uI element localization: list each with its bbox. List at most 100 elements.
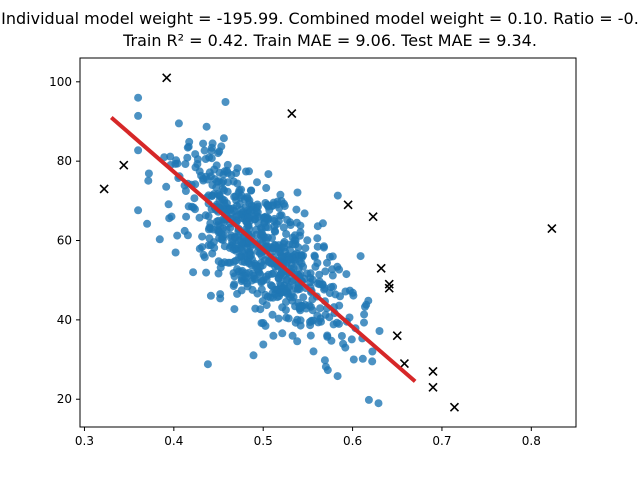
train-point bbox=[268, 269, 277, 278]
train-point bbox=[293, 188, 302, 197]
y-axis: 20 40 60 80 100 bbox=[49, 75, 80, 406]
train-point bbox=[318, 219, 327, 228]
train-point bbox=[183, 231, 192, 240]
train-point bbox=[185, 137, 194, 146]
train-point bbox=[360, 310, 369, 319]
train-point bbox=[198, 232, 207, 241]
train-point bbox=[286, 246, 294, 254]
train-point bbox=[134, 111, 143, 120]
train-point bbox=[230, 305, 239, 314]
train-point bbox=[232, 169, 241, 177]
test-point bbox=[449, 402, 460, 412]
train-point bbox=[144, 169, 153, 178]
train-point bbox=[262, 236, 271, 245]
train-point bbox=[321, 267, 330, 276]
train-point bbox=[256, 305, 265, 314]
train-point bbox=[320, 356, 329, 365]
chart-title-line-2: Train R² = 0.42. Train MAE = 9.06. Test … bbox=[122, 31, 537, 50]
train-point bbox=[190, 194, 199, 203]
train-point bbox=[214, 257, 223, 266]
train-point bbox=[204, 212, 213, 221]
train-point bbox=[333, 191, 342, 200]
train-point bbox=[134, 146, 143, 155]
train-point bbox=[214, 269, 223, 278]
train-point bbox=[215, 147, 224, 156]
test-point bbox=[119, 160, 129, 170]
train-point bbox=[247, 186, 256, 195]
train-point bbox=[276, 190, 285, 199]
train-point bbox=[335, 319, 343, 328]
train-point bbox=[310, 252, 319, 261]
train-point bbox=[144, 176, 153, 185]
train-point bbox=[315, 277, 324, 286]
train-point bbox=[247, 251, 255, 259]
train-point bbox=[214, 228, 223, 237]
train-point bbox=[171, 248, 180, 257]
test-point bbox=[392, 331, 402, 341]
train-point bbox=[243, 279, 252, 288]
train-point bbox=[328, 271, 337, 280]
fit-line-layer bbox=[109, 116, 417, 383]
train-point bbox=[337, 332, 346, 340]
train-point bbox=[327, 283, 335, 292]
train-point bbox=[362, 300, 371, 309]
train-point bbox=[244, 213, 253, 221]
train-point bbox=[203, 175, 212, 184]
train-point bbox=[286, 221, 295, 229]
train-point bbox=[205, 168, 214, 177]
plot-frame bbox=[79, 57, 577, 428]
train-point bbox=[339, 339, 348, 348]
train-point bbox=[207, 146, 216, 155]
train-point bbox=[225, 206, 234, 214]
train-point bbox=[231, 233, 240, 242]
train-point bbox=[336, 292, 344, 301]
train-point bbox=[313, 259, 322, 267]
train-point bbox=[297, 259, 306, 268]
train-point bbox=[323, 258, 331, 267]
train-point bbox=[375, 327, 384, 335]
train-point bbox=[201, 155, 210, 163]
train-point bbox=[230, 192, 239, 201]
train-point bbox=[165, 214, 174, 223]
train-point bbox=[223, 160, 232, 169]
train-point bbox=[349, 355, 358, 364]
train-point bbox=[220, 258, 229, 267]
train-point bbox=[282, 275, 291, 284]
train-point bbox=[280, 243, 288, 252]
train-point bbox=[212, 161, 221, 170]
train-point bbox=[134, 206, 143, 215]
train-point bbox=[203, 360, 212, 369]
y-tick-label: 40 bbox=[57, 313, 72, 327]
train-point bbox=[277, 251, 285, 260]
train-point bbox=[296, 316, 305, 325]
train-point bbox=[213, 177, 222, 186]
train-point bbox=[279, 223, 288, 232]
x-tick-label: 0.4 bbox=[164, 434, 183, 448]
test-point bbox=[376, 263, 386, 273]
train-point bbox=[264, 170, 273, 179]
y-tick-label: 100 bbox=[49, 75, 72, 89]
fit-line bbox=[109, 116, 417, 383]
train-point bbox=[173, 231, 182, 240]
train-point bbox=[241, 271, 250, 280]
test-point bbox=[287, 108, 297, 119]
train-point bbox=[191, 163, 200, 172]
train-point bbox=[208, 139, 217, 148]
train-point bbox=[321, 362, 330, 371]
train-point bbox=[273, 197, 282, 206]
train-point bbox=[335, 265, 344, 274]
train-point bbox=[204, 241, 213, 250]
train-point bbox=[294, 284, 303, 293]
train-point bbox=[292, 205, 301, 214]
train-point bbox=[303, 236, 312, 245]
train-point bbox=[269, 331, 278, 340]
train-point bbox=[278, 329, 287, 338]
train-point bbox=[172, 156, 181, 165]
train-point bbox=[243, 244, 252, 253]
train-point bbox=[243, 221, 252, 230]
train-point bbox=[195, 213, 204, 222]
train-point bbox=[291, 231, 299, 240]
train-point bbox=[299, 293, 308, 302]
train-point bbox=[155, 235, 164, 244]
